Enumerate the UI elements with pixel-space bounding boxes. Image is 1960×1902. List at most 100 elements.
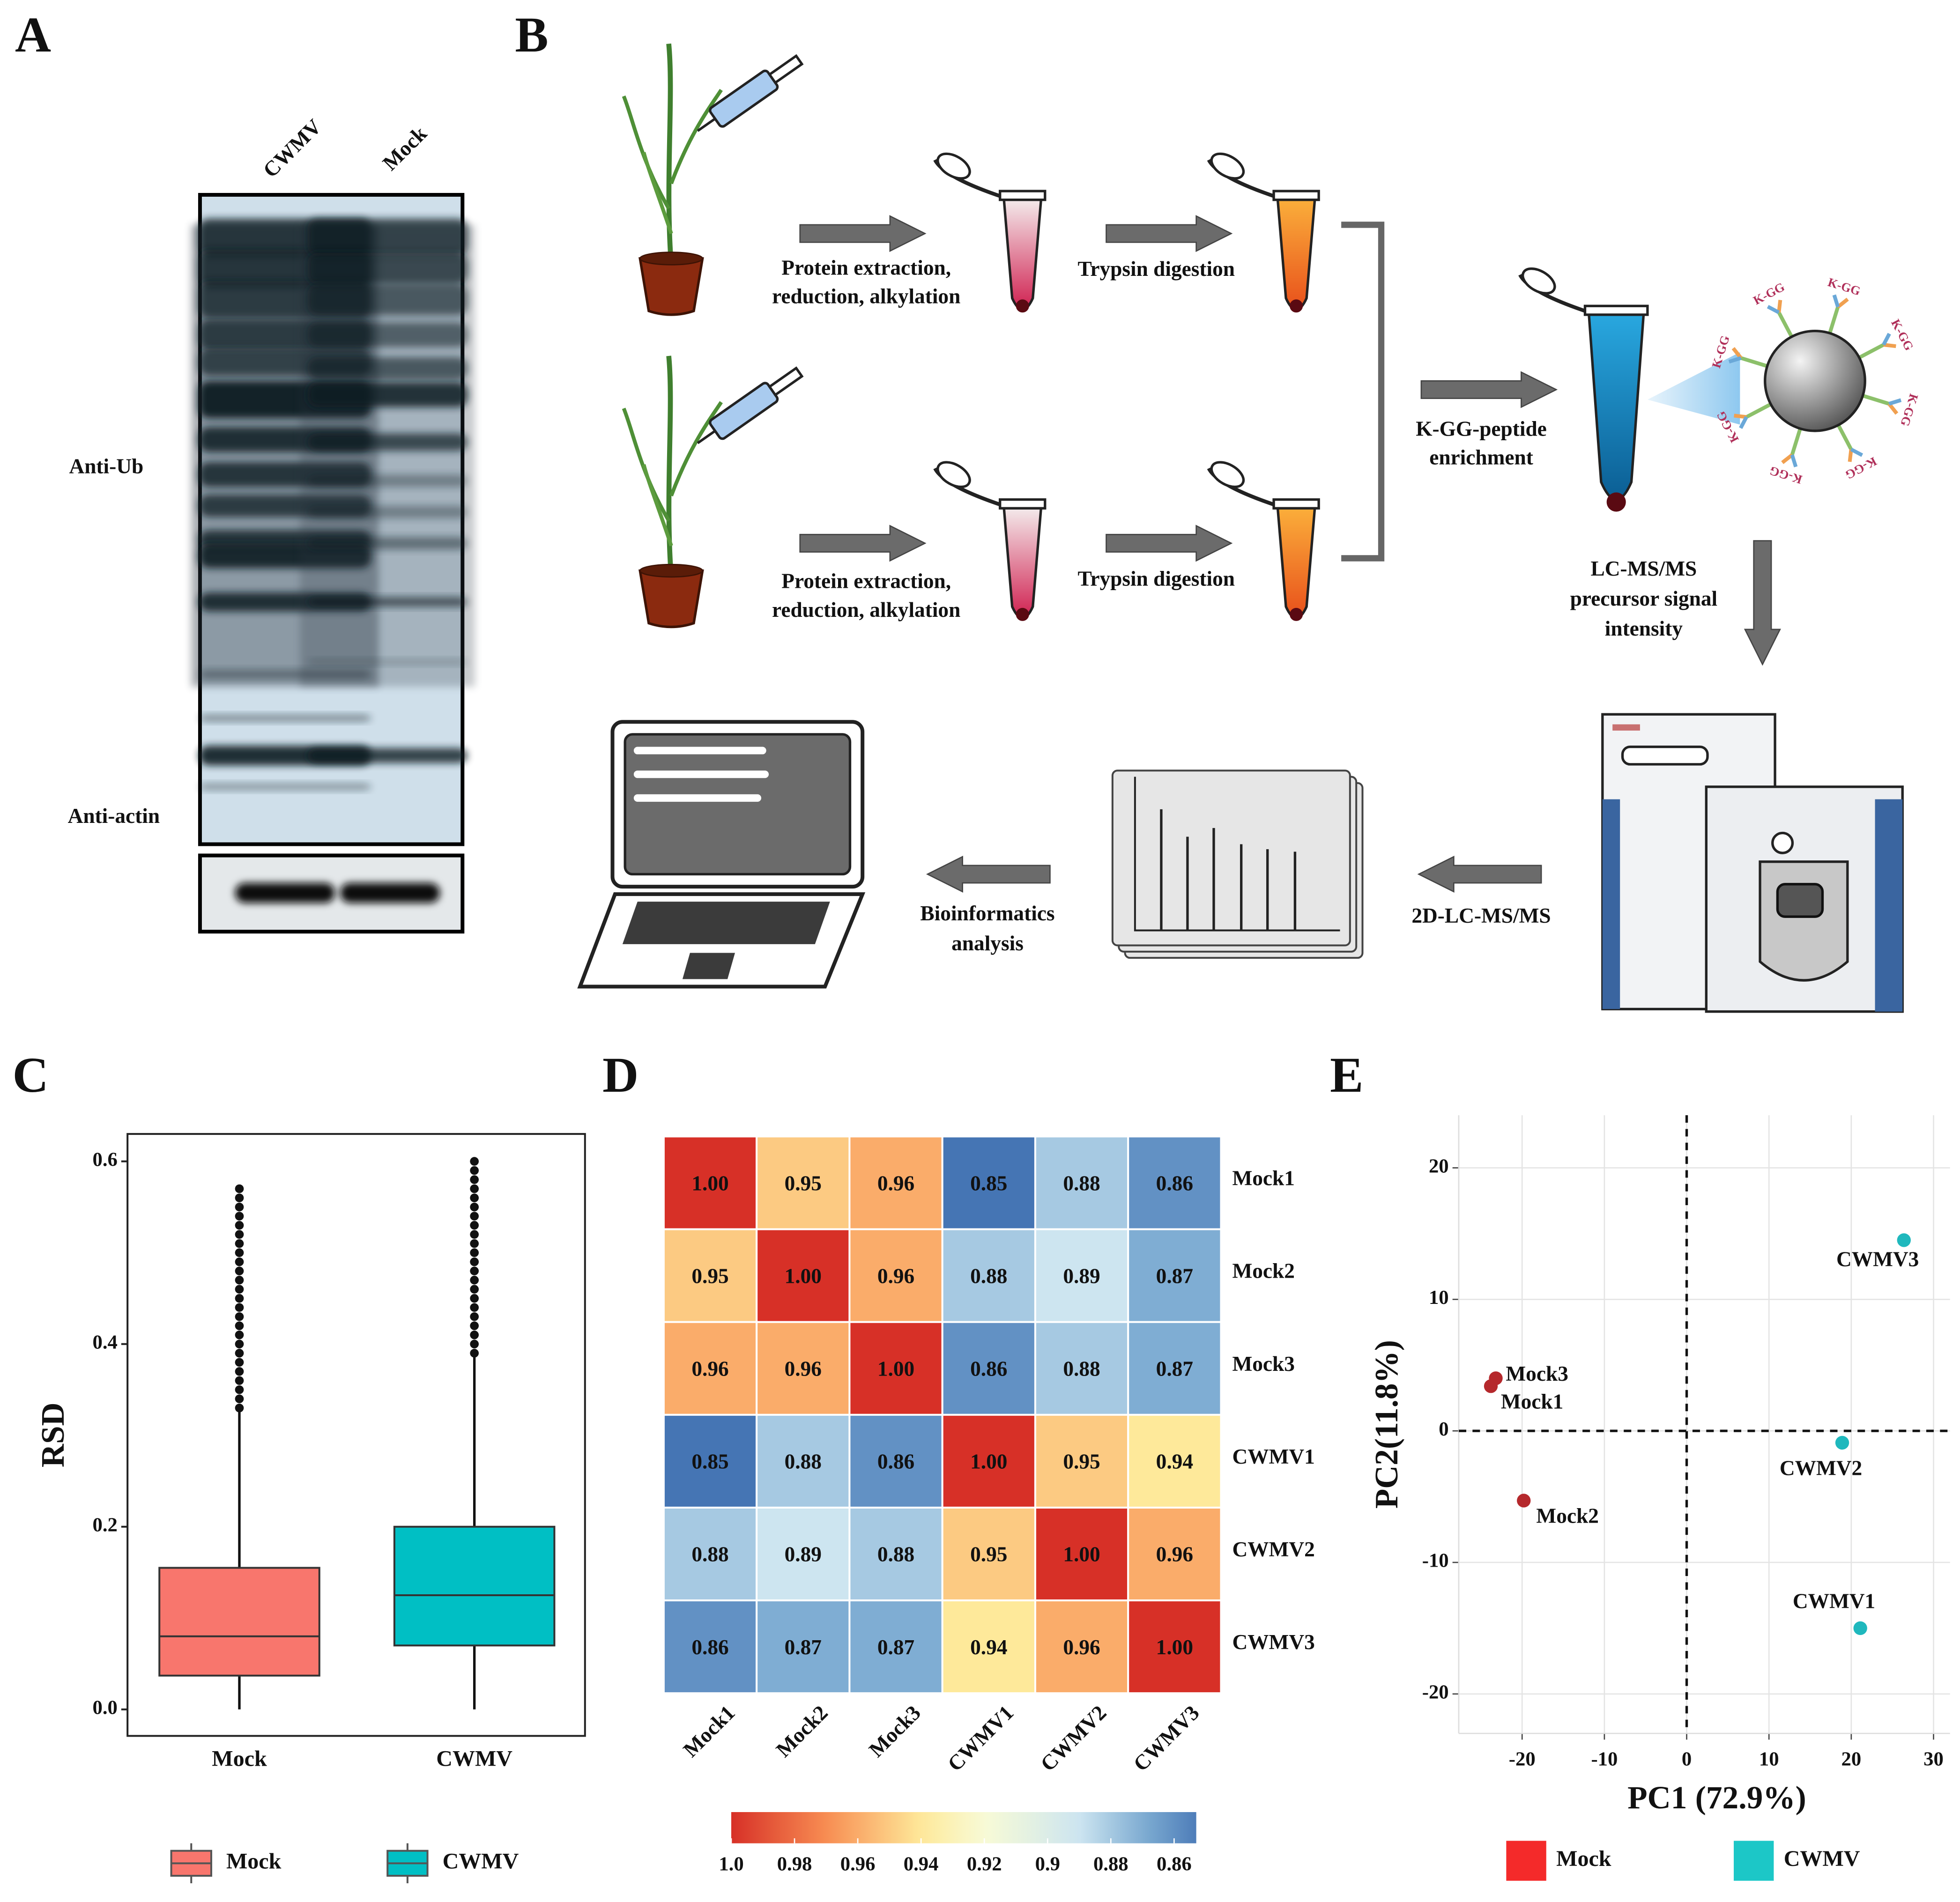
colorbar-label: 0.96 bbox=[840, 1853, 876, 1875]
outlier bbox=[470, 1230, 479, 1239]
point-label: Mock1 bbox=[1501, 1390, 1564, 1413]
pot-rim bbox=[639, 252, 703, 266]
band bbox=[199, 783, 371, 791]
bead-label: K-GG bbox=[1826, 275, 1862, 298]
cell-label: 0.88 bbox=[877, 1543, 914, 1566]
cell-label: 0.95 bbox=[785, 1171, 822, 1195]
arrow bbox=[799, 525, 927, 562]
cell-label: 0.87 bbox=[877, 1636, 914, 1659]
heat-cell bbox=[1127, 1414, 1222, 1509]
antibody-arm bbox=[1848, 449, 1853, 462]
outlier bbox=[235, 1212, 244, 1221]
x-tick-label: 20 bbox=[1841, 1748, 1862, 1770]
bead bbox=[1764, 329, 1866, 432]
row-label: CWMV1 bbox=[1232, 1445, 1314, 1468]
box bbox=[158, 1567, 320, 1677]
pellet bbox=[1016, 607, 1029, 621]
outlier bbox=[235, 1275, 244, 1285]
antibody bbox=[1745, 402, 1772, 419]
y-tick-label: 0.6 bbox=[92, 1148, 117, 1170]
band bbox=[307, 357, 468, 380]
tube bbox=[1276, 196, 1317, 311]
syringe-needle bbox=[697, 118, 716, 132]
outlier bbox=[470, 1303, 479, 1312]
syringe-body bbox=[709, 69, 779, 128]
cell-label: 0.88 bbox=[691, 1543, 728, 1566]
cell-label: 1.00 bbox=[877, 1357, 914, 1381]
outlier bbox=[470, 1257, 479, 1266]
cell-label: 0.87 bbox=[1156, 1264, 1193, 1288]
touchpad bbox=[682, 953, 735, 979]
ms-window bbox=[1759, 860, 1849, 982]
cell-label: 0.86 bbox=[691, 1636, 728, 1659]
outlier bbox=[235, 1248, 244, 1258]
band bbox=[307, 537, 468, 550]
heat-cell bbox=[848, 1599, 943, 1695]
heat-cell bbox=[756, 1599, 851, 1695]
outlier bbox=[470, 1294, 479, 1303]
arrow bbox=[1106, 215, 1233, 252]
tube-cap bbox=[1522, 267, 1556, 295]
outlier bbox=[235, 1230, 244, 1239]
colorbar-label: 0.94 bbox=[904, 1853, 939, 1875]
outlier bbox=[235, 1221, 244, 1230]
heat-cell bbox=[1127, 1135, 1222, 1230]
point-label: CWMV2 bbox=[1780, 1456, 1862, 1480]
step-label: analysis bbox=[951, 932, 1024, 955]
step-label: Protein extraction, bbox=[781, 570, 951, 593]
cell-label: 0.89 bbox=[1063, 1264, 1100, 1288]
row-label: Mock3 bbox=[1232, 1352, 1295, 1376]
tube-cap bbox=[1210, 461, 1245, 488]
row-label: Mock2 bbox=[1232, 1259, 1295, 1283]
keyboard bbox=[622, 902, 830, 944]
box bbox=[393, 1525, 556, 1647]
cell-label: 1.00 bbox=[1156, 1636, 1193, 1659]
panel-label: D bbox=[602, 1048, 638, 1103]
y-tick-label: 20 bbox=[1429, 1155, 1449, 1177]
legend-label: Mock bbox=[1556, 1846, 1611, 1871]
antibody bbox=[1777, 311, 1794, 338]
cell-label: 0.85 bbox=[970, 1171, 1007, 1195]
heat-cell bbox=[1034, 1135, 1129, 1230]
syringe-body bbox=[709, 382, 779, 440]
outlier bbox=[470, 1266, 479, 1276]
cell-label: 0.87 bbox=[785, 1636, 822, 1659]
row-label: CWMV2 bbox=[1232, 1538, 1314, 1561]
tube-rim bbox=[1272, 498, 1320, 510]
colorbar-label: 0.88 bbox=[1093, 1853, 1128, 1875]
outlier bbox=[470, 1239, 479, 1248]
lane-label: CWMV bbox=[259, 115, 326, 182]
point-label: CWMV3 bbox=[1836, 1248, 1919, 1271]
step-label: reduction, alkylation bbox=[772, 285, 960, 308]
outlier bbox=[470, 1157, 479, 1166]
cell-label: 0.95 bbox=[1063, 1450, 1100, 1473]
lane-label: Mock bbox=[378, 121, 431, 175]
arrow bbox=[799, 215, 927, 252]
cell-label: 0.88 bbox=[1063, 1357, 1100, 1381]
band bbox=[307, 322, 468, 348]
band bbox=[307, 382, 468, 407]
colorbar-label: 1.0 bbox=[719, 1853, 743, 1875]
antibody-arm bbox=[1883, 343, 1896, 348]
leaf bbox=[622, 407, 671, 522]
cell-label: 0.89 bbox=[785, 1543, 822, 1566]
tube-rim bbox=[999, 498, 1047, 510]
cell-label: 0.88 bbox=[970, 1264, 1007, 1288]
x-tick-label: -10 bbox=[1591, 1748, 1618, 1770]
tube-rim bbox=[1272, 190, 1320, 201]
colorbar-label: 0.86 bbox=[1157, 1853, 1192, 1875]
heat-cell bbox=[1034, 1228, 1129, 1323]
antibody bbox=[1862, 393, 1890, 406]
outlier bbox=[235, 1312, 244, 1321]
x-tick-label: 0 bbox=[1682, 1748, 1692, 1770]
row-label: Mock1 bbox=[1232, 1167, 1295, 1190]
row-label: CWMV3 bbox=[1232, 1630, 1314, 1654]
band bbox=[307, 284, 468, 316]
outlier bbox=[235, 1358, 244, 1367]
heat-cell bbox=[1034, 1321, 1129, 1416]
y-tick-label: 0.0 bbox=[92, 1697, 117, 1719]
step-label: K-GG-peptide bbox=[1416, 417, 1547, 440]
panel-label: C bbox=[13, 1048, 49, 1103]
antibody bbox=[1836, 424, 1853, 451]
